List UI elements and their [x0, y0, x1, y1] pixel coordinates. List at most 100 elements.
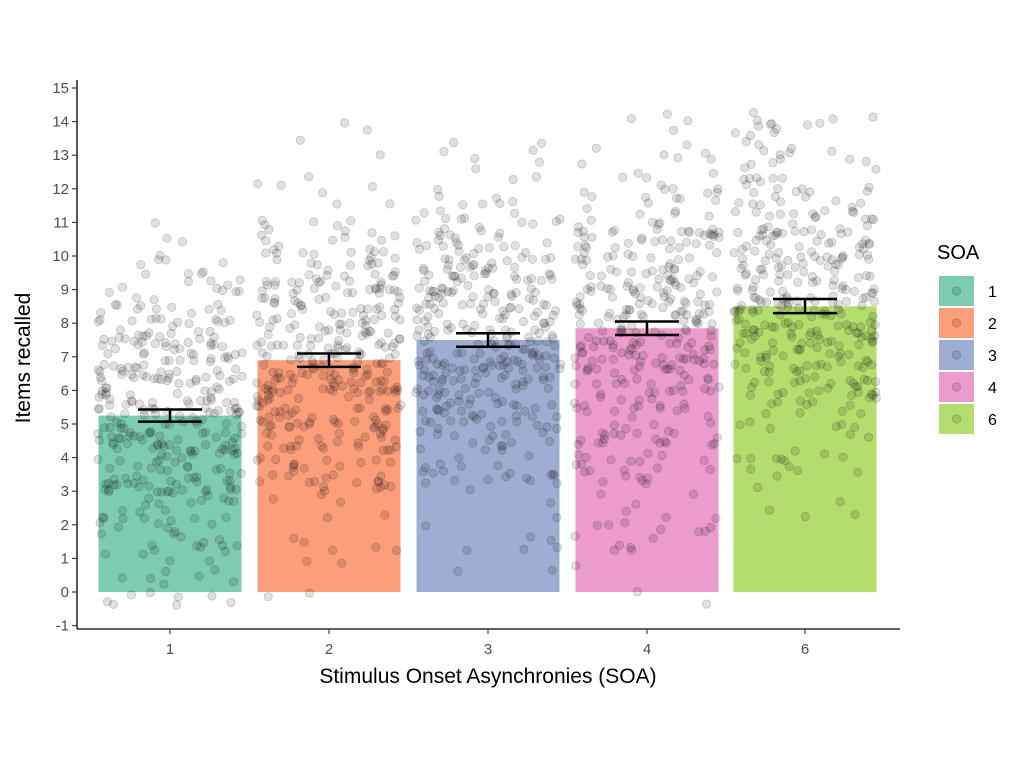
data-point [480, 445, 490, 455]
data-point [646, 379, 656, 389]
data-point [735, 338, 745, 348]
data-point [547, 565, 557, 576]
data-point [574, 310, 584, 320]
data-point [777, 286, 788, 296]
data-point [94, 404, 104, 414]
data-point [367, 181, 377, 192]
data-point [141, 269, 151, 279]
data-point [339, 271, 350, 281]
data-point [376, 471, 386, 481]
data-point [206, 387, 216, 397]
data-point [835, 224, 845, 234]
data-point [668, 125, 679, 135]
data-point [856, 409, 866, 419]
data-point [314, 277, 324, 287]
data-point [449, 271, 459, 281]
x-tick-label: 3 [484, 641, 492, 658]
data-point [596, 271, 607, 281]
data-point [320, 326, 330, 336]
data-point [825, 349, 835, 359]
data-point [699, 230, 710, 240]
data-point [237, 348, 247, 358]
data-point [734, 314, 744, 324]
data-point [229, 449, 240, 459]
data-point [773, 299, 783, 309]
data-point [756, 297, 766, 307]
data-point [741, 180, 751, 190]
data-point [428, 370, 438, 380]
data-point [161, 255, 171, 265]
data-point [201, 372, 211, 382]
data-point [714, 232, 724, 242]
data-point [475, 304, 486, 314]
data-point [630, 288, 640, 299]
legend-key [939, 276, 974, 306]
data-point [498, 441, 508, 451]
data-point [609, 420, 619, 430]
data-point [260, 236, 271, 246]
data-point [698, 309, 709, 319]
data-point [871, 164, 881, 174]
data-point [640, 192, 651, 202]
data-point [634, 395, 644, 405]
data-point [669, 264, 679, 274]
data-point [748, 107, 759, 118]
data-point [414, 283, 424, 293]
data-point [668, 385, 678, 395]
data-point [861, 270, 872, 281]
data-point [214, 535, 225, 545]
data-point [365, 395, 375, 405]
data-point [328, 545, 338, 556]
data-point [96, 308, 106, 318]
data-point [582, 407, 592, 417]
data-point [214, 448, 225, 458]
legend-key-point [951, 286, 962, 296]
data-point [760, 256, 771, 266]
data-point [259, 360, 269, 370]
data-point [393, 403, 403, 413]
data-point [367, 259, 377, 269]
data-point [391, 545, 402, 556]
data-point [512, 417, 522, 427]
data-point [200, 440, 211, 450]
data-point [177, 237, 188, 247]
data-point [283, 410, 293, 420]
data-point [827, 146, 837, 156]
data-point [115, 433, 125, 444]
y-tick-label: 10 [52, 248, 69, 265]
data-point [634, 362, 645, 372]
data-point [497, 397, 507, 407]
data-point [794, 242, 804, 252]
data-point [206, 354, 216, 364]
data-point [93, 316, 103, 327]
data-point [706, 230, 716, 240]
data-point [752, 482, 763, 493]
y-tick-label: 3 [61, 483, 69, 500]
data-point [576, 435, 586, 445]
data-point [369, 247, 380, 257]
data-point [337, 381, 347, 391]
data-point [385, 199, 395, 209]
data-point [412, 303, 422, 313]
data-point [552, 412, 562, 422]
data-point [833, 351, 844, 361]
data-point [759, 224, 769, 234]
data-point [456, 406, 467, 416]
data-point [866, 333, 876, 343]
data-point [346, 216, 356, 226]
data-point [447, 363, 457, 373]
data-point [737, 244, 747, 254]
data-point [764, 249, 774, 259]
data-point [340, 226, 350, 236]
data-point [107, 432, 117, 442]
data-point [155, 431, 165, 441]
data-point [659, 436, 670, 446]
data-point [386, 481, 396, 492]
data-point [775, 209, 785, 219]
data-point [164, 373, 174, 383]
legend-label: 4 [988, 380, 997, 397]
data-point [800, 373, 811, 384]
data-point [833, 305, 844, 315]
data-point [252, 400, 262, 411]
